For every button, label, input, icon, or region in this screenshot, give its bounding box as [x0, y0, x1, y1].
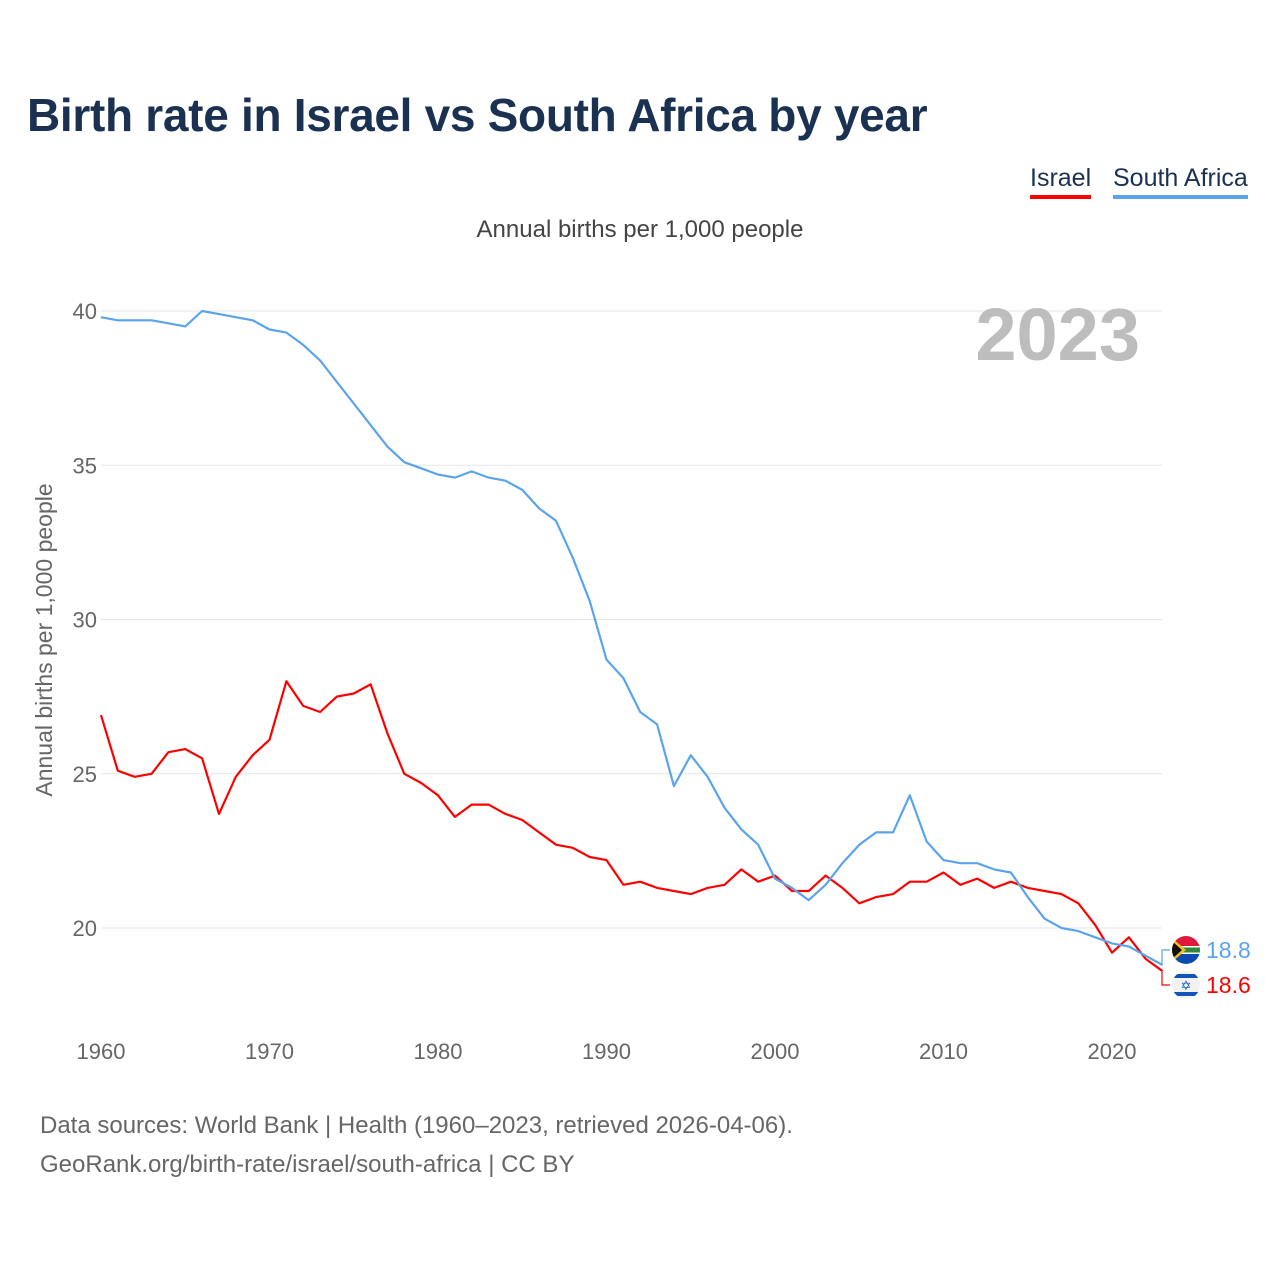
flag-south-africa-icon: [1172, 936, 1200, 964]
y-axis-label: Annual births per 1,000 people: [31, 483, 57, 796]
x-tick-label: 2000: [751, 1039, 800, 1064]
year-watermark: 2023: [975, 293, 1140, 376]
y-tick-label: 40: [73, 299, 97, 324]
series-line-israel[interactable]: [99, 680, 1164, 973]
chart-title: Birth rate in Israel vs South Africa by …: [27, 89, 928, 141]
y-tick-label: 20: [73, 916, 97, 941]
footer-url: GeoRank.org/birth-rate/israel/south-afri…: [40, 1151, 575, 1178]
y-tick-label: 35: [73, 453, 97, 478]
x-tick-label: 1960: [77, 1039, 126, 1064]
end-label-south-africa: 18.8: [1206, 937, 1251, 963]
y-tick-label: 30: [73, 608, 97, 633]
chart-subtitle: Annual births per 1,000 people: [476, 216, 804, 243]
end-label-israel: 18.6: [1206, 972, 1251, 998]
series-line-south-africa[interactable]: [100, 309, 1164, 966]
flag-israel-icon: ✡: [1172, 971, 1200, 999]
x-tick-label: 2010: [919, 1039, 968, 1064]
footer: Data sources: World Bank | Health (1960–…: [40, 1106, 793, 1184]
footer-sources: Data sources: World Bank | Health (1960–…: [40, 1112, 793, 1139]
svg-text:✡: ✡: [1181, 978, 1192, 993]
x-tick-label: 2020: [1088, 1039, 1137, 1064]
y-tick-label: 25: [73, 762, 97, 787]
x-tick-label: 1970: [245, 1039, 294, 1064]
legend-israel[interactable]: Israel: [1030, 164, 1092, 199]
x-tick-label: 1980: [414, 1039, 463, 1064]
x-tick-label: 1990: [582, 1039, 631, 1064]
legend-south-africa[interactable]: South Africa: [1113, 164, 1248, 199]
